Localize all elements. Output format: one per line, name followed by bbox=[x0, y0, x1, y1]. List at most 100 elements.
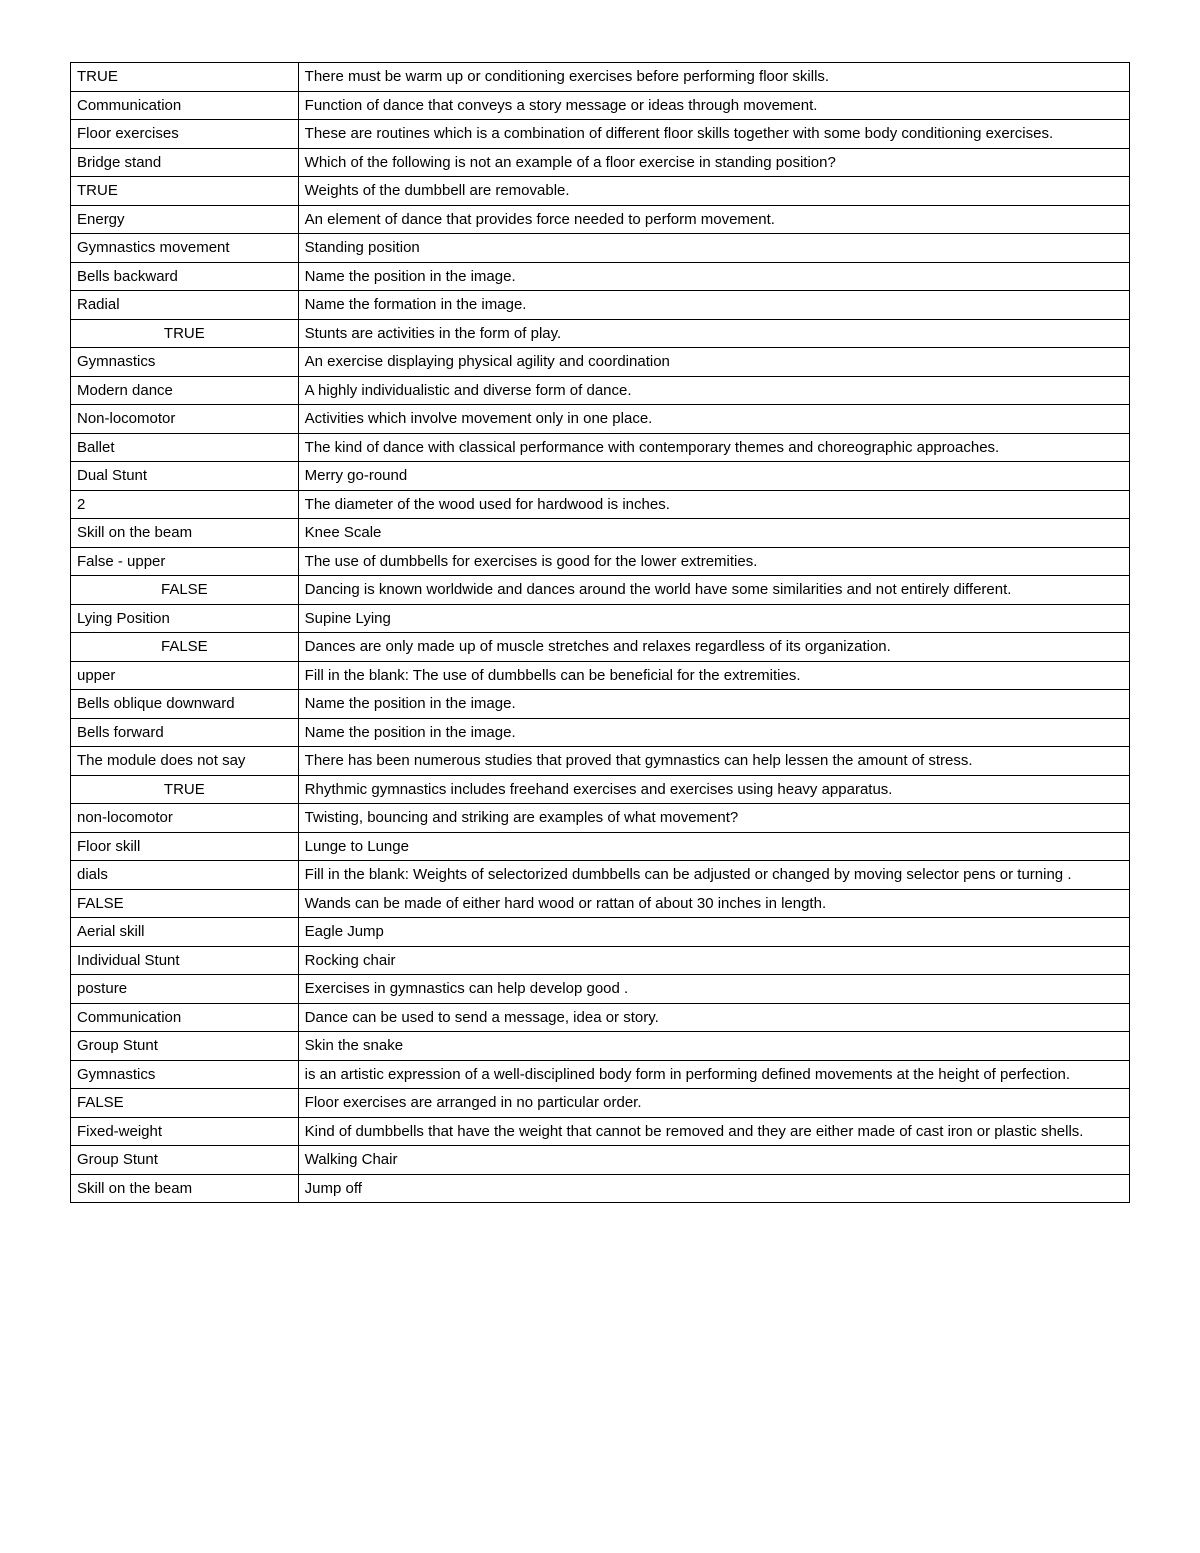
table-row: Group StuntWalking Chair bbox=[71, 1146, 1130, 1175]
question-cell: Dance can be used to send a message, ide… bbox=[298, 1003, 1129, 1032]
answer-cell: TRUE bbox=[71, 177, 299, 206]
answer-cell: Radial bbox=[71, 291, 299, 320]
table-row: The module does not sayThere has been nu… bbox=[71, 747, 1130, 776]
question-cell: A highly individualistic and diverse for… bbox=[298, 376, 1129, 405]
table-row: non-locomotorTwisting, bouncing and stri… bbox=[71, 804, 1130, 833]
question-cell: Which of the following is not an example… bbox=[298, 148, 1129, 177]
answer-cell: Energy bbox=[71, 205, 299, 234]
question-cell: Name the position in the image. bbox=[298, 690, 1129, 719]
table-row: CommunicationFunction of dance that conv… bbox=[71, 91, 1130, 120]
table-row: Lying PositionSupine Lying bbox=[71, 604, 1130, 633]
question-cell: There must be warm up or conditioning ex… bbox=[298, 63, 1129, 92]
question-cell: The kind of dance with classical perform… bbox=[298, 433, 1129, 462]
question-cell: Supine Lying bbox=[298, 604, 1129, 633]
table-row: postureExercises in gymnastics can help … bbox=[71, 975, 1130, 1004]
table-row: TRUEThere must be warm up or conditionin… bbox=[71, 63, 1130, 92]
question-cell: Eagle Jump bbox=[298, 918, 1129, 947]
answer-cell: non-locomotor bbox=[71, 804, 299, 833]
table-row: Floor exercisesThese are routines which … bbox=[71, 120, 1130, 149]
answer-cell: Group Stunt bbox=[71, 1146, 299, 1175]
table-row: Aerial skillEagle Jump bbox=[71, 918, 1130, 947]
table-row: RadialName the formation in the image. bbox=[71, 291, 1130, 320]
answer-cell: posture bbox=[71, 975, 299, 1004]
answer-cell: Bells backward bbox=[71, 262, 299, 291]
answer-cell: Dual Stunt bbox=[71, 462, 299, 491]
answer-cell: Gymnastics movement bbox=[71, 234, 299, 263]
question-cell: Weights of the dumbbell are removable. bbox=[298, 177, 1129, 206]
question-cell: There has been numerous studies that pro… bbox=[298, 747, 1129, 776]
question-cell: Standing position bbox=[298, 234, 1129, 263]
table-row: FALSEFloor exercises are arranged in no … bbox=[71, 1089, 1130, 1118]
table-row: Non-locomotorActivities which involve mo… bbox=[71, 405, 1130, 434]
table-row: CommunicationDance can be used to send a… bbox=[71, 1003, 1130, 1032]
answer-cell: FALSE bbox=[71, 633, 299, 662]
answer-cell: Bridge stand bbox=[71, 148, 299, 177]
question-cell: Dances are only made up of muscle stretc… bbox=[298, 633, 1129, 662]
question-cell: The use of dumbbells for exercises is go… bbox=[298, 547, 1129, 576]
table-row: Skill on the beamJump off bbox=[71, 1174, 1130, 1203]
question-cell: Knee Scale bbox=[298, 519, 1129, 548]
question-cell: Lunge to Lunge bbox=[298, 832, 1129, 861]
table-row: FALSEDancing is known worldwide and danc… bbox=[71, 576, 1130, 605]
answer-cell: FALSE bbox=[71, 889, 299, 918]
question-cell: Kind of dumbbells that have the weight t… bbox=[298, 1117, 1129, 1146]
table-row: Gymnastics movementStanding position bbox=[71, 234, 1130, 263]
table-row: EnergyAn element of dance that provides … bbox=[71, 205, 1130, 234]
question-cell: Skin the snake bbox=[298, 1032, 1129, 1061]
answer-cell: The module does not say bbox=[71, 747, 299, 776]
question-cell: Dancing is known worldwide and dances ar… bbox=[298, 576, 1129, 605]
table-row: FALSEDances are only made up of muscle s… bbox=[71, 633, 1130, 662]
question-cell: Wands can be made of either hard wood or… bbox=[298, 889, 1129, 918]
answer-cell: Group Stunt bbox=[71, 1032, 299, 1061]
answer-cell: Gymnastics bbox=[71, 1060, 299, 1089]
answer-cell: Gymnastics bbox=[71, 348, 299, 377]
question-cell: Activities which involve movement only i… bbox=[298, 405, 1129, 434]
table-row: Group StuntSkin the snake bbox=[71, 1032, 1130, 1061]
question-cell: Function of dance that conveys a story m… bbox=[298, 91, 1129, 120]
table-row: Bells backwardName the position in the i… bbox=[71, 262, 1130, 291]
table-row: Skill on the beamKnee Scale bbox=[71, 519, 1130, 548]
answer-cell: Individual Stunt bbox=[71, 946, 299, 975]
question-cell: These are routines which is a combinatio… bbox=[298, 120, 1129, 149]
answer-cell: Modern dance bbox=[71, 376, 299, 405]
answer-cell: Bells forward bbox=[71, 718, 299, 747]
answer-cell: TRUE bbox=[71, 63, 299, 92]
answer-cell: FALSE bbox=[71, 576, 299, 605]
answer-cell: Communication bbox=[71, 91, 299, 120]
question-cell: Fill in the blank: The use of dumbbells … bbox=[298, 661, 1129, 690]
answer-cell: Aerial skill bbox=[71, 918, 299, 947]
table-row: Gymnasticsis an artistic expression of a… bbox=[71, 1060, 1130, 1089]
question-cell: Stunts are activities in the form of pla… bbox=[298, 319, 1129, 348]
table-body: TRUEThere must be warm up or conditionin… bbox=[71, 63, 1130, 1203]
question-cell: An exercise displaying physical agility … bbox=[298, 348, 1129, 377]
question-cell: Fill in the blank: Weights of selectoriz… bbox=[298, 861, 1129, 890]
table-row: Floor skillLunge to Lunge bbox=[71, 832, 1130, 861]
question-cell: Rhythmic gymnastics includes freehand ex… bbox=[298, 775, 1129, 804]
table-row: Modern danceA highly individualistic and… bbox=[71, 376, 1130, 405]
answer-cell: Skill on the beam bbox=[71, 1174, 299, 1203]
answer-cell: Fixed-weight bbox=[71, 1117, 299, 1146]
answer-cell: Bells oblique downward bbox=[71, 690, 299, 719]
table-row: Individual StuntRocking chair bbox=[71, 946, 1130, 975]
table-row: Fixed-weightKind of dumbbells that have … bbox=[71, 1117, 1130, 1146]
question-cell: Merry go-round bbox=[298, 462, 1129, 491]
question-cell: Exercises in gymnastics can help develop… bbox=[298, 975, 1129, 1004]
answer-cell: Communication bbox=[71, 1003, 299, 1032]
table-row: False - upperThe use of dumbbells for ex… bbox=[71, 547, 1130, 576]
answer-cell: FALSE bbox=[71, 1089, 299, 1118]
answer-cell: Skill on the beam bbox=[71, 519, 299, 548]
question-cell: Twisting, bouncing and striking are exam… bbox=[298, 804, 1129, 833]
question-cell: An element of dance that provides force … bbox=[298, 205, 1129, 234]
question-cell: is an artistic expression of a well-disc… bbox=[298, 1060, 1129, 1089]
table-row: TRUEWeights of the dumbbell are removabl… bbox=[71, 177, 1130, 206]
answer-cell: TRUE bbox=[71, 319, 299, 348]
table-row: GymnasticsAn exercise displaying physica… bbox=[71, 348, 1130, 377]
table-row: Bells forwardName the position in the im… bbox=[71, 718, 1130, 747]
table-row: BalletThe kind of dance with classical p… bbox=[71, 433, 1130, 462]
answer-cell: Ballet bbox=[71, 433, 299, 462]
answer-cell: Floor skill bbox=[71, 832, 299, 861]
question-cell: Walking Chair bbox=[298, 1146, 1129, 1175]
table-row: dialsFill in the blank: Weights of selec… bbox=[71, 861, 1130, 890]
table-row: 2The diameter of the wood used for hardw… bbox=[71, 490, 1130, 519]
answer-cell: False - upper bbox=[71, 547, 299, 576]
